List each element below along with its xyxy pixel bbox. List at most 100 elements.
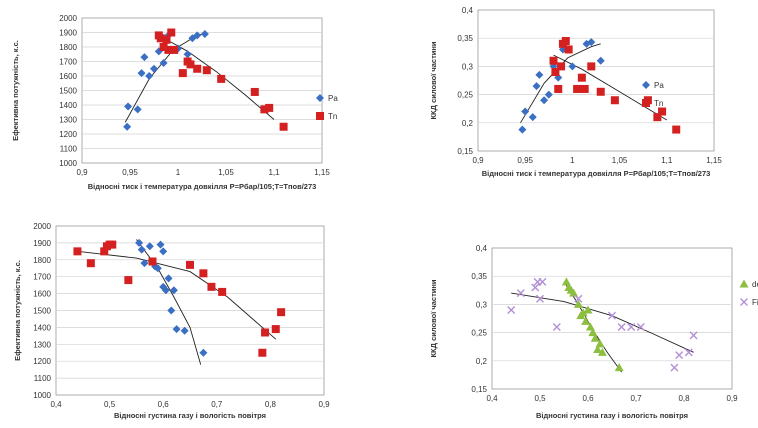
y-tick-label: 1200 <box>33 357 51 366</box>
data-point <box>658 108 666 116</box>
y-tick-label: 2000 <box>33 222 51 231</box>
x-tick-label: 0,4 <box>50 400 62 409</box>
y-tick-label: 1800 <box>59 43 77 52</box>
data-point <box>581 85 589 93</box>
data-point <box>251 88 259 96</box>
data-point <box>186 261 194 269</box>
x-tick-label: 0,5 <box>534 394 546 403</box>
data-point <box>557 62 565 70</box>
legend-label: Tn <box>328 112 337 121</box>
legend-marker <box>740 280 749 288</box>
data-point <box>265 104 273 112</box>
y-tick-label: 1700 <box>33 273 51 282</box>
y-tick-label: 1100 <box>34 374 52 383</box>
chart-0-svg: 1000110012001300140015001600170018001900… <box>4 6 344 202</box>
data-point <box>597 88 605 96</box>
y-tick-label: 1000 <box>59 159 77 168</box>
y-tick-label: 0,2 <box>476 357 488 366</box>
legend-marker <box>642 99 650 107</box>
y-tick-label: 1600 <box>59 72 77 81</box>
y-tick-label: 0,35 <box>457 34 473 43</box>
x-tick-label: 1,1 <box>661 156 673 165</box>
x-tick-label: 0,9 <box>726 394 738 403</box>
x-axis-label: Відносні тиск і температура довкілля P=P… <box>88 182 317 191</box>
data-point <box>672 126 680 134</box>
chart-2-svg: 1000110012001300140015001600170018001900… <box>6 218 346 423</box>
y-tick-label: 0,4 <box>462 6 474 15</box>
x-tick-label: 0,7 <box>211 400 223 409</box>
y-tick-label: 1200 <box>59 130 77 139</box>
x-tick-label: 1,1 <box>268 168 280 177</box>
y-tick-label: 1900 <box>59 29 77 38</box>
y-tick-label: 0,15 <box>471 385 487 394</box>
data-point <box>587 62 595 70</box>
data-point <box>87 259 95 267</box>
legend-marker <box>741 299 748 306</box>
data-point <box>162 36 170 44</box>
data-point <box>170 46 178 54</box>
y-tick-label: 1100 <box>60 145 78 154</box>
data-point <box>565 45 573 53</box>
y-axis-label: Ефективна потужність, к.с. <box>11 40 20 141</box>
y-tick-label: 0,35 <box>471 272 487 281</box>
data-point <box>611 96 619 104</box>
data-point <box>261 328 269 336</box>
x-tick-label: 0,95 <box>517 156 533 165</box>
legend-label: Tn <box>654 99 663 108</box>
data-point <box>199 269 207 277</box>
x-tick-label: 1 <box>570 156 575 165</box>
data-point <box>562 37 570 45</box>
y-tick-label: 0,25 <box>471 329 487 338</box>
y-tick-label: 1700 <box>59 58 77 67</box>
y-tick-label: 1600 <box>33 290 51 299</box>
x-tick-label: 0,6 <box>582 394 594 403</box>
y-tick-label: 0,2 <box>462 119 474 128</box>
legend-label: Pa <box>654 81 664 90</box>
x-axis-label: Відносні тиск і температура довкілля P=P… <box>482 169 711 178</box>
y-tick-label: 1000 <box>33 391 51 400</box>
legend-marker <box>316 112 324 120</box>
data-point <box>148 257 156 265</box>
y-tick-label: 1500 <box>33 307 51 316</box>
x-tick-label: 1,15 <box>314 168 330 177</box>
data-point <box>277 308 285 316</box>
x-axis-label: Відносні густина газу і вологість повітр… <box>114 411 266 420</box>
y-tick-label: 1300 <box>33 340 51 349</box>
x-tick-label: 0,5 <box>104 400 116 409</box>
legend-label: de <box>752 280 758 289</box>
legend-entry: de <box>740 280 758 290</box>
data-point <box>280 123 288 131</box>
x-tick-label: 1,05 <box>218 168 234 177</box>
x-tick-label: 1,15 <box>706 156 722 165</box>
y-tick-label: 0,3 <box>462 62 474 71</box>
data-point <box>124 276 132 284</box>
data-point <box>203 66 211 74</box>
data-point <box>217 75 225 83</box>
data-point <box>218 288 226 296</box>
y-tick-label: 0,25 <box>457 91 473 100</box>
data-point <box>550 57 558 65</box>
data-point <box>207 283 215 291</box>
data-point <box>554 85 562 93</box>
x-tick-label: 0,95 <box>122 168 138 177</box>
data-point <box>179 69 187 77</box>
x-tick-label: 0,4 <box>486 394 498 403</box>
y-axis-label: Ефективна потужність, к.с. <box>13 260 22 361</box>
data-point <box>73 247 81 255</box>
x-tick-label: 0,7 <box>630 394 642 403</box>
y-tick-label: 2000 <box>59 14 77 23</box>
y-tick-label: 1400 <box>59 101 77 110</box>
x-tick-label: 1 <box>176 168 181 177</box>
y-tick-label: 1800 <box>33 256 51 265</box>
y-axis-label: ККД силової частини <box>429 279 438 357</box>
x-tick-label: 0,8 <box>265 400 277 409</box>
data-point <box>578 74 586 82</box>
x-axis-label: Відносні густина газу і вологість повітр… <box>536 411 688 420</box>
x-tick-label: 0,9 <box>76 168 88 177</box>
y-tick-label: 0,4 <box>476 244 488 253</box>
